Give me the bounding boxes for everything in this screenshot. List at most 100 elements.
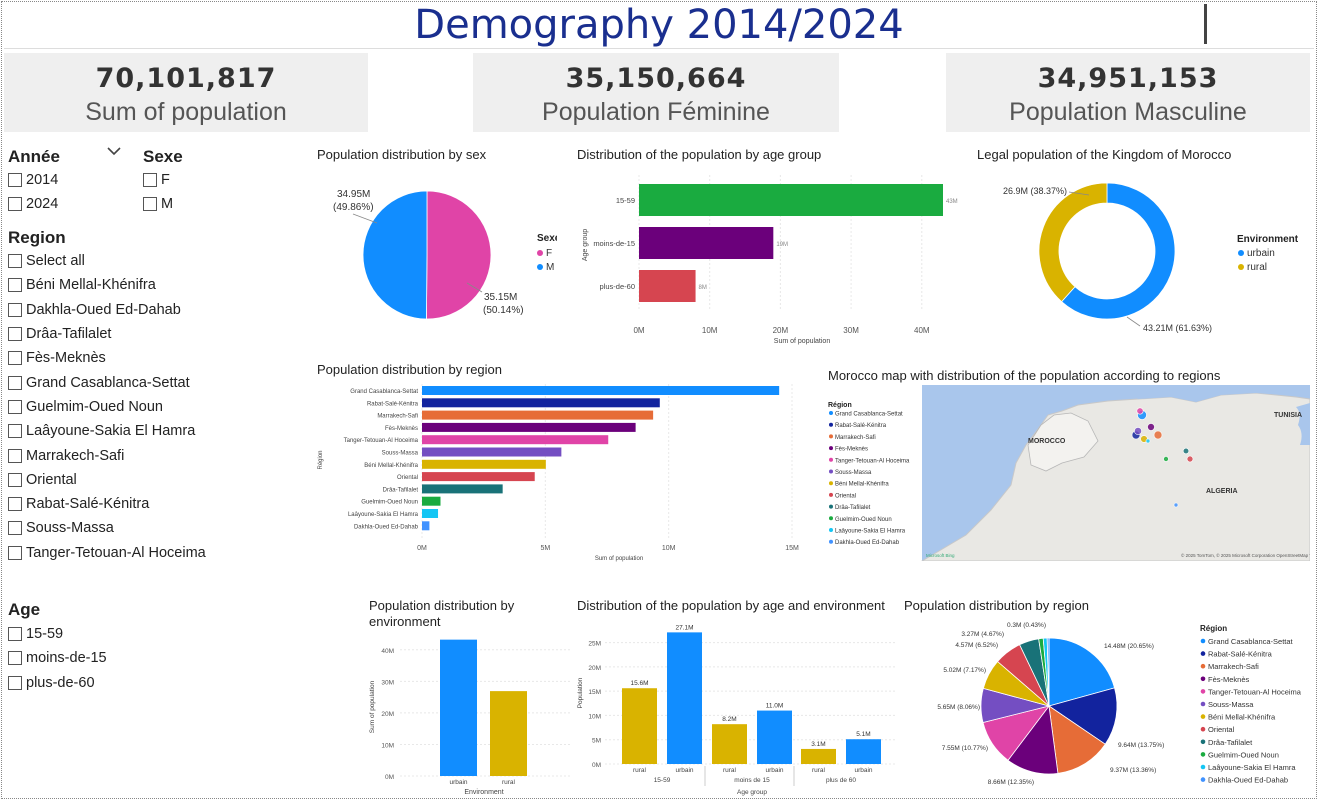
slicer-option-15-59[interactable]: 15-59 (8, 622, 107, 646)
chart-age-bar[interactable]: 0M 10M 20M 30M 40M 15-59 43M moins-de-15 19M plus… (577, 165, 972, 350)
chart-region-pie[interactable]: 14.48M (20.65%) 9.64M (13.75%) 9.37M (13.3… (904, 614, 1314, 800)
checkbox-icon[interactable] (8, 351, 22, 366)
kpi-card-female[interactable]: 35,150,664 Population Féminine (473, 53, 839, 132)
checkbox-icon[interactable] (143, 197, 157, 212)
pie-slice-urbain[interactable] (1061, 182, 1176, 320)
bar-dakhla-oued-ed-dahab[interactable] (422, 521, 430, 531)
pie-slice-f[interactable] (426, 190, 492, 320)
bar-rabat-sale-kenitra[interactable] (422, 398, 660, 408)
checkbox-icon[interactable] (8, 278, 22, 293)
map-bubble-guelmim-oued-noun[interactable] (1163, 456, 1169, 462)
slicer-option-plus-de-60[interactable]: plus-de-60 (8, 671, 107, 695)
map-bubble-dakhla-oued-ed-dahab[interactable] (1173, 502, 1179, 508)
slicer-option-tanger-tetouan-al-hoceima[interactable]: Tanger-Tetouan-Al Hoceima (8, 541, 206, 565)
slicer-option-f[interactable]: F (143, 168, 173, 192)
slicer-option-guelmim-oued-noun[interactable]: Guelmim-Oued Noun (8, 395, 206, 419)
checkbox-icon[interactable] (8, 173, 22, 188)
bar-rural[interactable] (490, 691, 527, 776)
map-bubble-tanger-tetouan-al-hoceima[interactable] (1136, 407, 1144, 415)
bar-moins-de-15[interactable] (639, 227, 774, 259)
checkbox-icon[interactable] (8, 651, 22, 666)
pie-slice-dakhla-oued-ed-dahab[interactable] (1046, 637, 1050, 707)
morocco-map[interactable]: MOROCCO ALGERIA TUNISIA © 2025 TomTom, ©… (826, 385, 1318, 562)
pie-slice-rabat-sale-kenitra[interactable] (1048, 687, 1118, 745)
bar-15-59-urbain[interactable] (667, 632, 702, 764)
bar-oriental[interactable] (422, 472, 535, 482)
slicer-option-marrakech-safi[interactable]: Marrakech-Safi (8, 443, 206, 467)
bar-draa-tafilalet[interactable] (422, 484, 503, 494)
slicer-option-souss-massa[interactable]: Souss-Massa (8, 516, 206, 540)
slicer-option-rabat-sale-kenitra[interactable]: Rabat-Salé-Kénitra (8, 492, 206, 516)
bar-urbain[interactable] (440, 639, 477, 776)
data-label-draa-tafilalet: 3.27M (4.67%) (961, 631, 1004, 638)
map-bubble-draa-tafilalet[interactable] (1182, 447, 1190, 455)
bar-tanger-tetouan-al-hoceima[interactable] (422, 435, 609, 445)
slicer-option-2024[interactable]: 2024 (8, 192, 58, 216)
chart-age-env-column[interactable]: 0M 5M 10M 15M 20M 25M 15.6M rural 27.1M urbain 8.2… (575, 618, 895, 800)
bar-guelmim-oued-noun[interactable] (422, 496, 441, 506)
map-bubble-laayoune-sakia-el-hamra[interactable] (1145, 438, 1151, 444)
slicer-option-moins-de-15[interactable]: moins-de-15 (8, 646, 107, 670)
slicer-option-beni-mellal-khenifra[interactable]: Béni Mellal-Khénifra (8, 273, 206, 297)
map-bubble-souss-massa[interactable] (1134, 427, 1142, 435)
checkbox-icon[interactable] (8, 497, 22, 512)
checkbox-icon[interactable] (143, 173, 157, 188)
pie-slice-rural[interactable] (1038, 182, 1108, 303)
slicer-option-grand-casablanca-settat[interactable]: Grand Casablanca-Settat (8, 370, 206, 394)
map-bubble-oriental[interactable] (1186, 455, 1194, 463)
bar-15-59-rural[interactable] (622, 688, 657, 764)
checkbox-icon[interactable] (8, 302, 22, 317)
checkbox-icon[interactable] (8, 254, 22, 269)
slicer-option-2014[interactable]: 2014 (8, 168, 58, 192)
bar-marrakech-safi[interactable] (422, 410, 654, 420)
checkbox-icon[interactable] (8, 448, 22, 463)
checkbox-icon[interactable] (8, 327, 22, 342)
bar-fes-meknes[interactable] (422, 422, 636, 432)
data-label-souss-massa: 5.65M (8.06%) (937, 704, 980, 711)
chart-env-column[interactable]: 0M 10M 20M 30M 40M urbain rural Environment Sum … (366, 632, 571, 800)
slicer-option-m[interactable]: M (143, 192, 173, 216)
bar-grand-casablanca-settat[interactable] (422, 386, 780, 395)
slicer-option-laayoune-sakia-el-hamra[interactable]: Laâyoune-Sakia El Hamra (8, 419, 206, 443)
slicer-option-label: Souss-Massa (26, 520, 114, 537)
map-bubble-fes-meknes[interactable] (1147, 423, 1155, 431)
pie-slice-marrakech-safi[interactable] (1048, 705, 1106, 774)
checkbox-icon[interactable] (8, 399, 22, 414)
slicer-option-oriental[interactable]: Oriental (8, 468, 206, 492)
bar-plus-de-60-rural[interactable] (801, 748, 836, 764)
slicer-option-fes-meknes[interactable]: Fès-Meknès (8, 346, 206, 370)
chart-region-bar[interactable]: 0M 5M 10M 15M Grand Casablanca-Settat Rabat-S… (314, 380, 804, 565)
chart-sex-pie[interactable]: 34.95M (49.86%) 35.15M (50.14%) Sexe FM (317, 165, 557, 340)
bar-laayoune-sakia-el-hamra[interactable] (422, 509, 439, 518)
data-label: 3.1M (811, 741, 825, 748)
map-legend-title: Région (828, 402, 852, 409)
kpi-card-male[interactable]: 34,951,153 Population Masculine (946, 53, 1310, 132)
bar-15-59[interactable] (639, 184, 943, 216)
pie-slice-m[interactable] (362, 190, 428, 320)
bar-souss-massa[interactable] (422, 447, 562, 457)
bar-moins-de-15-urbain[interactable] (757, 710, 792, 764)
checkbox-icon[interactable] (8, 424, 22, 439)
kpi-card-total[interactable]: 70,101,817 Sum of population (4, 53, 368, 132)
map-bubble-marrakech-safi[interactable] (1153, 430, 1163, 440)
bar-plus-de-60[interactable] (639, 270, 696, 302)
pie-slice-grand-casablanca-settat[interactable] (1048, 637, 1116, 707)
checkbox-icon[interactable] (8, 521, 22, 536)
slicer-title-region: Region (8, 228, 66, 247)
slicer-option-draa-tafilalet[interactable]: Drâa-Tafilalet (8, 322, 206, 346)
checkbox-icon[interactable] (8, 545, 22, 560)
checkbox-icon[interactable] (8, 375, 22, 390)
checkbox-icon[interactable] (8, 675, 22, 690)
checkbox-icon[interactable] (8, 197, 22, 212)
bar-moins-de-15-rural[interactable] (712, 724, 747, 764)
checkbox-icon[interactable] (8, 472, 22, 487)
slicer-option-select-all[interactable]: Select all (8, 249, 206, 273)
chevron-down-icon[interactable] (106, 145, 122, 157)
chart-legal-donut[interactable]: 26.9M (38.37%) 43.21M (61.63%) Environme… (977, 165, 1312, 350)
map-visual[interactable]: MOROCCO ALGERIA TUNISIA © 2025 TomTom, ©… (826, 385, 1318, 562)
bar-beni-mellal-khenifra[interactable] (422, 459, 546, 469)
bar-plus-de-60-urbain[interactable] (846, 739, 881, 764)
y-tick-label: Marrakech-Safi (377, 414, 418, 420)
checkbox-icon[interactable] (8, 627, 22, 642)
slicer-option-dakhla-oued-ed-dahab[interactable]: Dakhla-Oued Ed-Dahab (8, 298, 206, 322)
